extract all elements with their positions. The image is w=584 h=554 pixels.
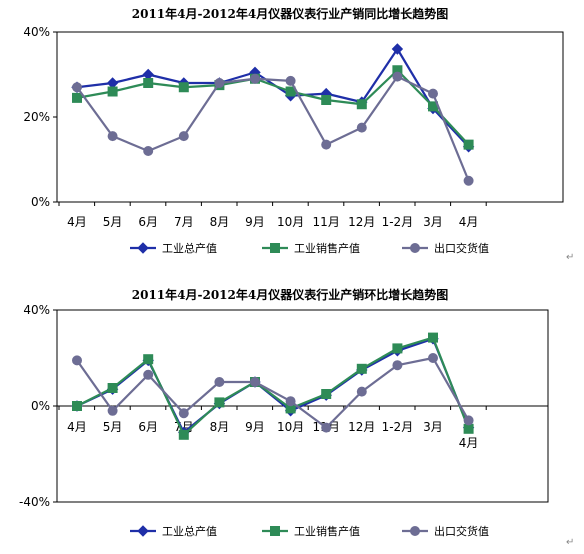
chart1-y-tick-label: 20% [23, 110, 50, 124]
chart1-x-tick-label: 4月 [67, 215, 87, 229]
chart2-legend-label: 工业销售产值 [294, 524, 360, 538]
chart1-title: 2011年4月-2012年4月仪器仪表行业产销同比增长趋势图 [132, 6, 448, 21]
chart1-series-3-point [178, 131, 189, 142]
chart2-series-2-point [143, 354, 154, 365]
chart2-series-3-point [107, 405, 118, 416]
chart1-x-tick-label: 11月 [313, 215, 340, 229]
chart2-x-tick-label: 1-2月 [382, 420, 414, 434]
chart2-x-tick-label: 6月 [138, 420, 158, 434]
chart1-y-tick-label: 40% [23, 25, 50, 39]
chart2-x-tick-label: 4月 [459, 436, 479, 450]
chart1-series-2-point [143, 78, 154, 88]
paragraph-mark: ↵ [566, 537, 575, 548]
chart2-series-3-point [143, 369, 154, 380]
chart2-y-tick-label: -40% [19, 495, 50, 509]
chart2-series-line-1 [76, 337, 470, 434]
chart2-legend-swatch-marker [270, 526, 280, 536]
chart2-series-2-point [463, 423, 474, 434]
chart1-x-tick-label: 1-2月 [382, 215, 414, 229]
chart1-y-tick-label: 0% [31, 195, 50, 209]
chart1-series-3-point [285, 75, 296, 86]
chart2-series-2-point [178, 429, 189, 440]
chart2-x-tick-label: 9月 [245, 420, 265, 434]
chart1-series-2-point [321, 95, 332, 105]
chart2-x-tick-label: 4月 [67, 420, 87, 434]
chart1-series-3-point [72, 82, 82, 93]
chart2-legend-swatch-marker [410, 526, 420, 536]
chart2-legend-label: 出口交货值 [434, 524, 489, 538]
chart1-x-tick-label: 7月 [174, 215, 194, 229]
chart2-series-line-3 [76, 356, 470, 429]
chart2-series-2-point [214, 397, 225, 408]
chart1-legend-swatch-marker [410, 243, 420, 253]
chart2-x-tick-label: 3月 [423, 420, 443, 434]
chart2-series-2-point [321, 389, 332, 399]
chart2-series-2-point [392, 343, 403, 354]
chart2-y-tick-label: 0% [31, 399, 50, 413]
chart1-series-2-point [285, 86, 296, 97]
chart1-series-3-point [250, 73, 260, 84]
chart2-x-tick-label: 12月 [348, 420, 375, 434]
chart2-series-2-point [428, 332, 438, 343]
chart1-series-3-point [321, 139, 332, 150]
chart1-series-2-point [356, 99, 367, 110]
chart1-series-2-point [178, 82, 189, 93]
chart2-title: 2011年4月-2012年4月仪器仪表行业产销环比增长趋势图 [132, 287, 448, 302]
chart2-series-3-point [463, 415, 474, 426]
chart2-series-2-point [72, 401, 82, 411]
chart1-x-tick-label: 4月 [459, 215, 479, 229]
chart1-x-tick-label: 3月 [423, 215, 443, 229]
chart1-x-tick-label: 10月 [277, 215, 304, 229]
chart1-legend-swatch-marker [137, 242, 149, 254]
chart2-series-2-point [107, 383, 118, 393]
chart1-x-tick-label: 12月 [348, 215, 375, 229]
chart2-series-3-point [392, 360, 403, 371]
chart2-series-line-2 [76, 336, 470, 436]
chart1-series-3-point [143, 146, 154, 156]
chart1-x-tick-label: 6月 [138, 215, 158, 229]
chart1-series-2-point [463, 139, 474, 150]
chart2-legend-swatch-marker [137, 525, 149, 537]
chart1-series-2-point [107, 86, 118, 97]
chart2-series-3-point [178, 408, 189, 419]
chart2-series-3-point [321, 422, 332, 433]
chart1-x-tick-label: 8月 [210, 215, 230, 229]
chart1-series-3-point [107, 131, 118, 142]
chart1-series-3-point [392, 71, 403, 82]
chart1-series-line-3 [76, 75, 470, 182]
chart1-x-tick-label: 9月 [245, 215, 265, 229]
chart1-x-tick-label: 5月 [103, 215, 123, 229]
chart1-legend-label: 工业总产值 [162, 241, 217, 255]
chart2-series-2-point [356, 363, 367, 374]
chart1-series-3-point [428, 88, 438, 99]
chart1-series-2-point [72, 92, 82, 103]
chart2-x-tick-label: 10月 [277, 420, 304, 434]
chart2-x-tick-label: 5月 [103, 420, 123, 434]
chart1-series-3-point [463, 175, 474, 186]
paragraph-mark: ↵ [566, 252, 575, 263]
chart1-legend-label: 工业销售产值 [294, 241, 360, 255]
chart1-legend-label: 出口交货值 [434, 241, 489, 255]
chart1-series-1-point [391, 43, 404, 55]
chart2-y-tick-label: 40% [23, 303, 50, 317]
chart2-series-3-point [356, 386, 367, 397]
chart2-series-3-point [214, 377, 225, 387]
chart1-series-3-point [356, 122, 367, 133]
chart1-series-line-2 [76, 69, 470, 146]
chart2-series-3-point [72, 355, 82, 366]
chart2-x-tick-label: 8月 [210, 420, 230, 434]
chart1-legend-swatch-marker [270, 243, 280, 253]
chart2-series-3-point [428, 353, 438, 363]
chart1-series-line-1 [76, 47, 470, 148]
chart2-series-3-point [285, 396, 296, 407]
chart2-series-3-point [250, 377, 260, 387]
chart1-series-3-point [214, 78, 225, 88]
chart2-legend-label: 工业总产值 [162, 524, 217, 538]
